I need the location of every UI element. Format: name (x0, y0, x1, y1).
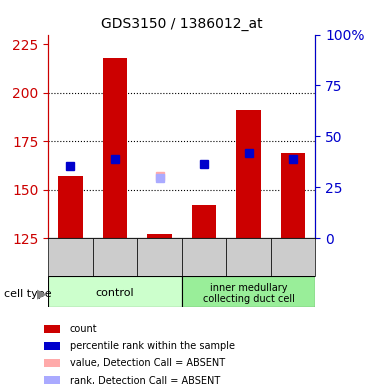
Text: ▶: ▶ (37, 287, 47, 300)
Text: rank, Detection Call = ABSENT: rank, Detection Call = ABSENT (70, 376, 220, 384)
Text: count: count (70, 324, 97, 334)
Title: GDS3150 / 1386012_at: GDS3150 / 1386012_at (101, 17, 263, 31)
FancyBboxPatch shape (48, 238, 93, 276)
FancyBboxPatch shape (93, 238, 137, 276)
Bar (58, 176, 83, 238)
Text: percentile rank within the sample: percentile rank within the sample (70, 341, 235, 351)
FancyBboxPatch shape (226, 238, 271, 276)
FancyBboxPatch shape (48, 276, 182, 307)
Bar (103, 58, 127, 238)
Bar (147, 234, 172, 238)
Bar (281, 153, 305, 238)
Bar (44, 324, 60, 333)
FancyBboxPatch shape (182, 276, 315, 307)
Bar (44, 359, 60, 367)
Bar (236, 110, 261, 238)
Text: value, Detection Call = ABSENT: value, Detection Call = ABSENT (70, 358, 225, 368)
FancyBboxPatch shape (137, 238, 182, 276)
Bar (192, 205, 216, 238)
Bar (44, 376, 60, 384)
Bar (44, 342, 60, 350)
Text: control: control (96, 288, 134, 298)
FancyBboxPatch shape (182, 238, 226, 276)
FancyBboxPatch shape (271, 238, 315, 276)
Text: cell type: cell type (4, 289, 51, 299)
Text: inner medullary
collecting duct cell: inner medullary collecting duct cell (203, 283, 295, 304)
